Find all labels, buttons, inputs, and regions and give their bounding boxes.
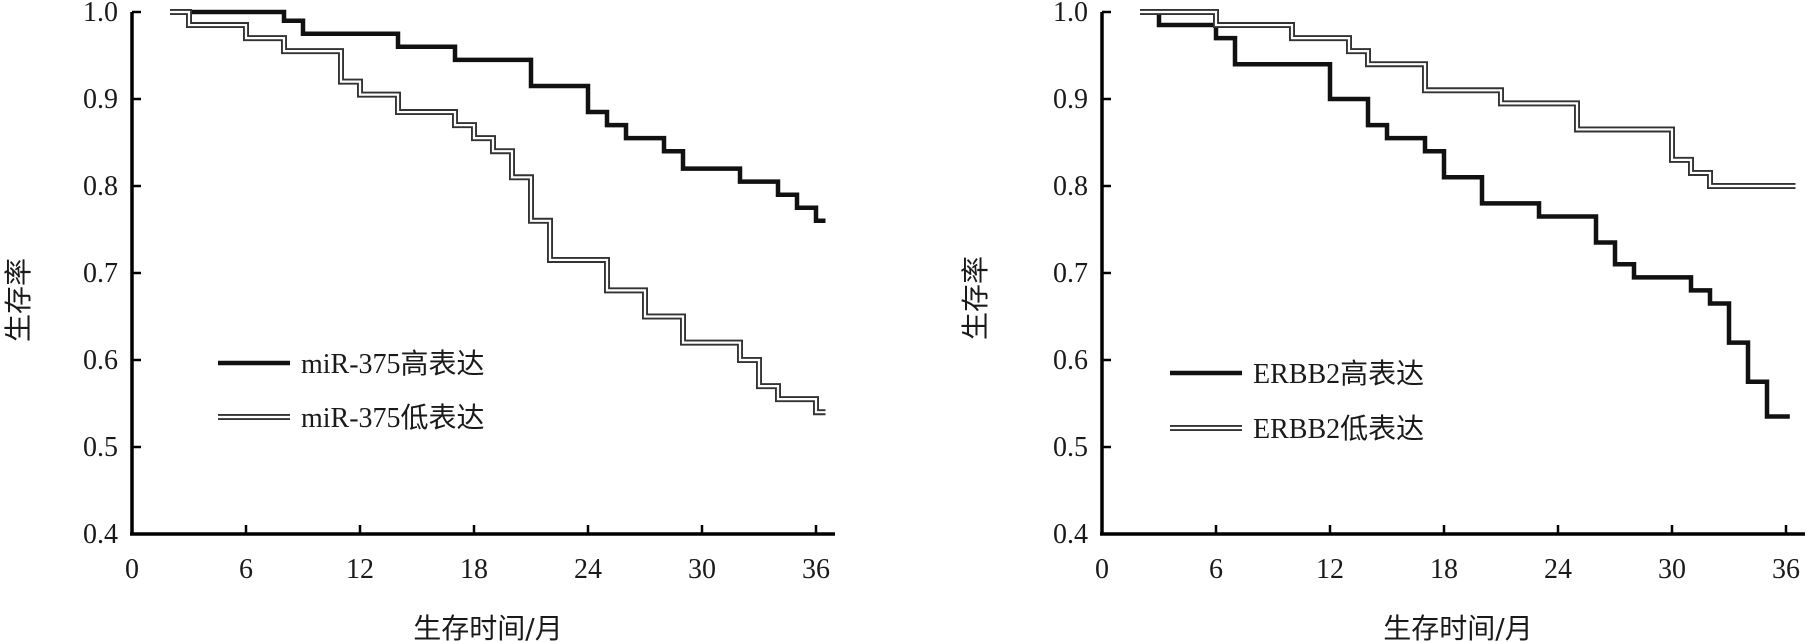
y-tick-label: 0.7 [83, 258, 118, 289]
series-path-1-outer [1140, 9, 1796, 189]
legend-entry-0: miR-375高表达 [218, 348, 485, 380]
chart-right-erbb2: 0.4 0.5 0.6 0.7 0.8 0.9 1.0 0 6 12 18 24 30 36 生存时间/月 生… [959, 0, 1805, 642]
y-tick-label: 0.4 [83, 519, 118, 550]
y-axis-title: 生存率 [959, 256, 992, 340]
legend-label-0: miR-375高表达 [301, 348, 485, 380]
legend-entry-0: ERBB2高表达 [1170, 358, 1424, 390]
y-tick-label: 1.0 [83, 0, 118, 28]
y-tick-label: 0.4 [1053, 519, 1088, 550]
y-tick-label: 0.6 [83, 345, 118, 376]
x-tick-label: 0 [1095, 554, 1109, 585]
x-tick-label: 18 [1430, 554, 1458, 585]
x-tick-label: 30 [688, 554, 716, 585]
x-tick-label: 12 [346, 554, 374, 585]
series-path-0 [1140, 9, 1790, 419]
series-line-0 [1140, 9, 1790, 419]
series-line-1 [1140, 9, 1796, 189]
x-tick-label: 36 [802, 554, 830, 585]
y-tick-label: 0.6 [1053, 345, 1088, 376]
series-path-1-inner [170, 10, 826, 414]
y-tick-label: 0.8 [83, 171, 118, 202]
y-tick-label: 0.9 [1053, 84, 1088, 115]
legend-entry-1: ERBB2低表达 [1170, 413, 1424, 445]
series-path-1-outer [170, 9, 826, 416]
legend-label-0: ERBB2高表达 [1253, 358, 1424, 390]
x-tick-label: 18 [460, 554, 488, 585]
y-tick-label: 0.7 [1053, 258, 1088, 289]
y-tick-label: 0.9 [83, 84, 118, 115]
x-tick-label: 30 [1658, 554, 1686, 585]
series-path-1-inner [1140, 10, 1796, 188]
x-tick-label: 6 [1209, 554, 1223, 585]
x-tick-label: 24 [574, 554, 602, 585]
x-tick-label: 0 [125, 554, 139, 585]
series-path-0 [170, 9, 826, 224]
y-tick-label: 0.8 [1053, 171, 1088, 202]
y-tick-label: 0.5 [1053, 432, 1088, 463]
chart-left-mir375: 0.4 0.5 0.6 0.7 0.8 0.9 1.0 0 6 12 18 24 30 36 生存时间/月 生… [2, 0, 835, 642]
x-tick-label: 24 [1544, 554, 1572, 585]
legend-label-1: miR-375低表达 [301, 402, 485, 434]
series-line-0 [170, 9, 826, 224]
x-axis-title: 生存时间/月 [413, 612, 562, 642]
x-tick-label: 6 [239, 554, 253, 585]
series-line-1 [170, 9, 826, 416]
legend-entry-1: miR-375低表达 [218, 402, 485, 434]
y-axis-title: 生存率 [2, 258, 35, 342]
y-tick-label: 1.0 [1053, 0, 1088, 28]
x-axis-title: 生存时间/月 [1383, 612, 1532, 642]
x-tick-label: 12 [1316, 554, 1344, 585]
legend-label-1: ERBB2低表达 [1253, 413, 1424, 445]
x-tick-label: 36 [1772, 554, 1800, 585]
y-tick-label: 0.5 [83, 432, 118, 463]
